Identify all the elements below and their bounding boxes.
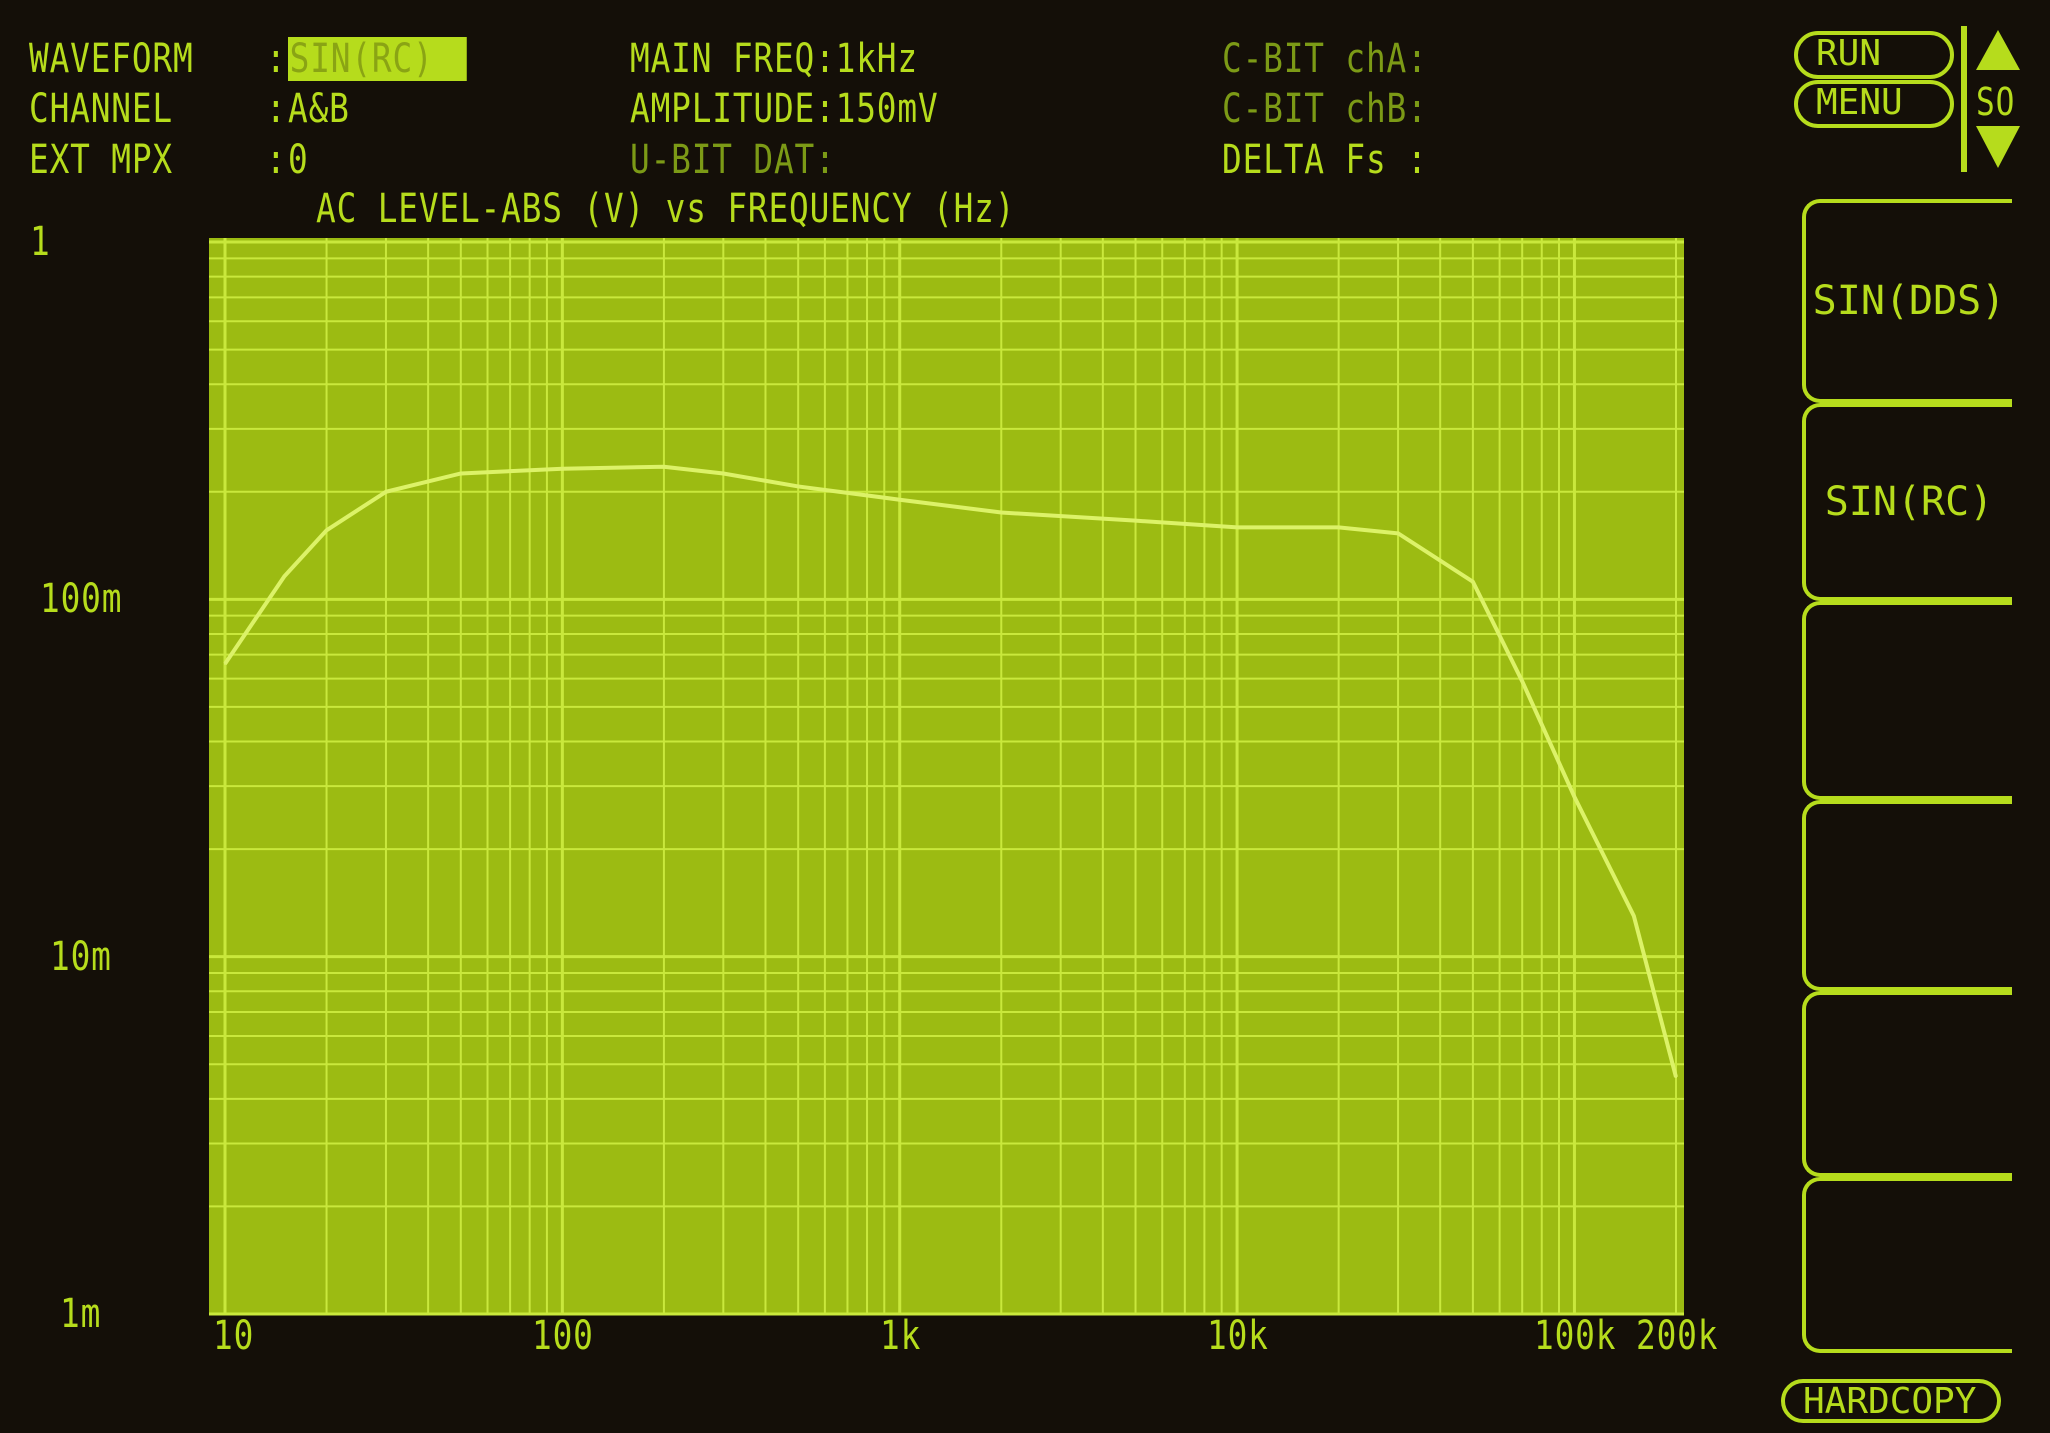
softkey-3[interactable]	[1802, 601, 2012, 800]
data-point	[325, 529, 328, 532]
channel-label: CHANNEL	[29, 86, 173, 132]
series-trace	[223, 464, 1678, 1078]
x-tick-label: 10	[213, 1313, 255, 1359]
grid	[209, 238, 1684, 1316]
y-tick-label: 10m	[50, 933, 112, 980]
softkey-6[interactable]	[1802, 1177, 2012, 1353]
softkey-1[interactable]: SIN(DDS)	[1802, 199, 2012, 403]
c-bit-cha: C-BIT chA:	[1222, 36, 1428, 82]
softkey-label: SIN(RC)	[1824, 479, 1994, 525]
u-bit-dat: U-BIT DAT:	[630, 137, 836, 183]
ext-mpx-value[interactable]: 0	[288, 137, 309, 183]
ext-mpx-label: EXT MPX	[29, 137, 173, 183]
waveform-label: WAVEFORM	[29, 36, 194, 82]
data-point	[283, 575, 286, 578]
y-tick-label: 100m	[40, 576, 123, 623]
chart-title: AC LEVEL-ABS (V) vs FREQUENCY (Hz)	[316, 186, 1016, 232]
plot-area	[209, 238, 1684, 1314]
data-point	[224, 662, 226, 665]
data-point	[898, 498, 901, 501]
x-tick-label: 100k	[1534, 1313, 1617, 1359]
data-point	[1632, 914, 1635, 917]
data-point	[384, 490, 387, 493]
softkey-5[interactable]	[1802, 991, 2012, 1177]
data-point	[722, 472, 725, 475]
softkey-4[interactable]	[1802, 800, 2012, 991]
colon: :	[266, 137, 287, 183]
softkey-label: SIN(DDS)	[1812, 278, 2006, 324]
data-point	[459, 472, 462, 475]
x-tick-label: 1k	[879, 1313, 921, 1359]
menu-label: MENU	[1816, 82, 1903, 123]
data-point	[1573, 795, 1576, 798]
data-point	[662, 465, 665, 468]
run-button[interactable]: RUN	[1794, 31, 1954, 79]
data-point	[561, 467, 564, 470]
softkey-2[interactable]: SIN(RC)	[1802, 403, 2012, 601]
x-tick-label: 200k	[1636, 1313, 1719, 1359]
colon: :	[266, 36, 287, 82]
data-point	[1236, 526, 1239, 529]
hardcopy-button[interactable]: HARDCOPY	[1781, 1379, 2001, 1423]
colon: :	[266, 86, 287, 132]
hardcopy-label: HARDCOPY	[1803, 1381, 1977, 1422]
data-point	[1134, 519, 1137, 522]
data-point	[1675, 1076, 1677, 1079]
delta-fs: DELTA Fs :	[1222, 137, 1428, 183]
c-bit-chb: C-BIT chB:	[1222, 86, 1428, 132]
main-freq[interactable]: MAIN FREQ:1kHz	[630, 36, 918, 82]
data-point	[1521, 680, 1524, 683]
data-point	[1397, 532, 1400, 535]
run-label: RUN	[1816, 33, 1882, 74]
y-tick-label: 1m	[60, 1291, 102, 1337]
amplitude[interactable]: AMPLITUDE:150mV	[630, 86, 939, 132]
scroll-down-icon[interactable]	[1976, 126, 2020, 168]
data-point	[1337, 526, 1340, 529]
data-point	[797, 485, 800, 488]
x-tick-label: 10k	[1207, 1313, 1269, 1359]
data-point	[1000, 511, 1003, 514]
menu-button[interactable]: MENU	[1794, 80, 1954, 128]
waveform-value[interactable]: SIN(RC)	[288, 37, 467, 81]
y-tick-label: 1	[30, 219, 51, 265]
scroll-up-icon[interactable]	[1976, 30, 2020, 70]
x-tick-label: 100	[532, 1313, 595, 1359]
so-label: SO	[1976, 80, 2016, 124]
data-point	[1471, 580, 1474, 583]
channel-value[interactable]: A&B	[288, 86, 350, 132]
